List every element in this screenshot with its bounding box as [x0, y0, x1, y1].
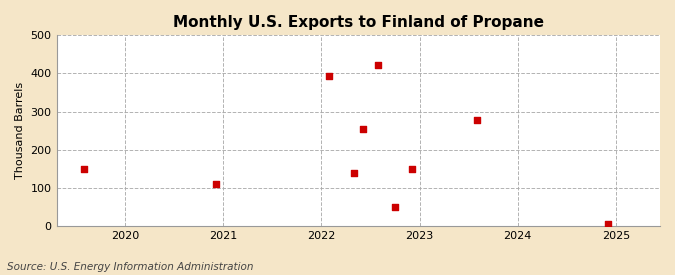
Point — [324, 74, 335, 78]
Point — [373, 63, 384, 68]
Title: Monthly U.S. Exports to Finland of Propane: Monthly U.S. Exports to Finland of Propa… — [173, 15, 544, 30]
Text: Source: U.S. Energy Information Administration: Source: U.S. Energy Information Administ… — [7, 262, 253, 272]
Y-axis label: Thousand Barrels: Thousand Barrels — [15, 82, 25, 179]
Point — [348, 170, 359, 175]
Point — [210, 182, 221, 186]
Point — [357, 127, 368, 132]
Point — [603, 222, 614, 226]
Point — [471, 118, 482, 123]
Point — [389, 205, 400, 209]
Point — [78, 167, 89, 171]
Point — [406, 167, 417, 171]
